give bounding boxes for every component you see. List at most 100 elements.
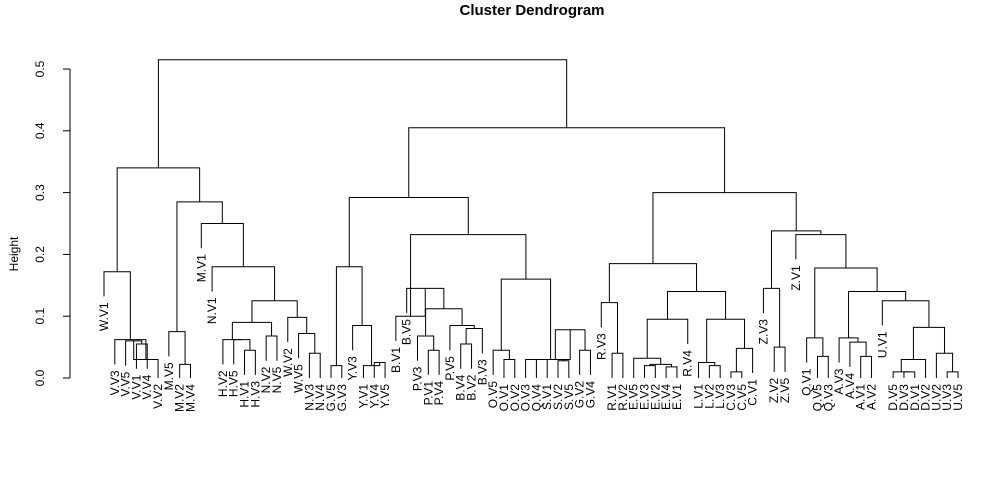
leaf-label: M.V2 [173,384,187,412]
leaf-label: D.V2 [919,384,933,411]
leaf-label: N.V3 [302,384,316,411]
dendrogram-link [211,266,276,301]
leaf-label: S.V2 [551,384,565,410]
leaf-label: S.V1 [540,384,554,410]
leaf-label: H.V5 [227,370,241,397]
dendrogram-link [633,357,662,378]
leaf-label: A.V2 [865,384,879,410]
dendrogram-link [935,352,954,378]
dendrogram-link [665,366,678,378]
leaf-label: E.V5 [627,384,641,410]
dendrogram-link [408,127,726,198]
leaf-label: B.V2 [465,374,479,400]
dendrogram-link [335,266,363,366]
leaf-label: M.V5 [162,362,176,390]
dendrogram-link [579,349,591,375]
leaf-label: B.V3 [475,359,489,385]
leaf-label: G.V5 [324,384,338,412]
leaf-label: O.V1 [497,384,511,412]
leaf-labels: W.V1 V.V3V.V5V.V1V.V4V.V2M.V5M.V2M.V4 M.V1… [97,254,965,412]
leaf-label: G.V2 [573,381,587,409]
leaf-label: V.V2 [151,384,165,409]
dendrogram-link [816,355,829,378]
dendrogram-link [611,352,624,378]
leaf-label: C.V5 [735,384,749,411]
dendrogram-link [298,333,316,359]
dendrogram-link [287,316,308,343]
leaf-label: A.V3 [832,368,846,394]
dendrogram-link [838,337,859,363]
dendrogram-link [503,358,516,378]
leaf-label: U.V5 [951,384,965,411]
leaf-label: G.V3 [335,384,349,412]
dendrogram-link [795,234,847,268]
dendrogram-link [773,346,786,372]
dendrogram-link [708,365,721,378]
dendrogram-link [460,343,473,369]
leaf-label: H.V2 [216,370,230,397]
dendrogram-link [644,365,656,378]
dendrogram-link [946,371,959,378]
leaf-label: E.V1 [670,384,684,410]
leaf-label: Y.V5 [378,384,392,409]
leaf-label: A.V4 [843,373,857,399]
dendrogram-link [465,328,483,354]
leaf-label: H.V1 [238,381,252,408]
leaf-label: R.V4 [681,350,695,377]
leaf-label: V.V4 [140,374,154,399]
leaf-label: L.V1 [692,384,706,409]
chart-title: Cluster Dendrogram [459,2,604,19]
leaf-label: V.V1 [129,374,143,399]
leaf-label: Y.V3 [346,356,360,381]
leaf-label: N.V2 [259,366,273,393]
dendrogram-link [698,362,716,378]
leaf-label: Q.V3 [821,384,835,412]
leaf-label: W.V5 [292,364,306,393]
dendrogram-link [912,326,945,360]
dendrogram-link [546,358,564,378]
dendrogram-link [348,197,469,267]
dendrogram-link [806,337,824,363]
dendrogram-link [244,349,256,375]
leaf-label: Z.V2 [767,377,781,403]
dendrogram-link [500,278,552,360]
leaf-label: N.V1 [205,297,219,324]
y-axis: 0.0 0.1 0.2 0.3 0.4 0.5 [33,60,71,386]
dendrogram-link [608,263,698,303]
dendrogram-link [900,358,927,378]
dendrogram-link [179,363,191,378]
leaf-label: P.V3 [410,366,424,391]
leaf-label: D.V5 [886,384,900,411]
dendrogram-link [449,324,475,351]
y-tick-label: 0.3 [33,184,47,201]
leaf-label: B.V5 [400,319,414,345]
dendrogram-link [410,234,527,317]
leaf-label: R.V1 [605,384,619,411]
dendrogram-link [427,349,440,375]
dendrogram-link [492,349,510,375]
y-tick-label: 0.4 [33,122,47,139]
leaf-label: L.V3 [713,384,727,409]
dendrogram-link [168,331,186,365]
dendrogram-link [116,167,201,272]
dendrogram-link [892,371,910,378]
leaf-label: U.V2 [929,384,943,411]
dendrogram-link [265,335,278,361]
leaf-label: M.V4 [183,384,197,412]
dendrogram-link [730,371,743,378]
leaf-label: Q.V1 [800,368,814,396]
leaf-label: R.V3 [594,333,608,360]
dendrogram-link [557,360,570,378]
dendrogram-link [652,192,797,264]
dendrogram-link [666,290,727,320]
leaf-label: Q.V4 [529,384,543,412]
leaf-label: Z.V3 [756,319,770,345]
leaf-label: A.V1 [854,384,868,410]
leaf-label: D.V1 [908,384,922,411]
y-tick-label: 0.1 [33,308,47,325]
leaf-label: P.V5 [443,356,457,381]
leaf-label: N.V5 [270,366,284,393]
leaf-label: V.V3 [108,370,122,395]
leaf-label: E.V3 [638,384,652,410]
leaf-label: Y.V1 [356,384,370,409]
